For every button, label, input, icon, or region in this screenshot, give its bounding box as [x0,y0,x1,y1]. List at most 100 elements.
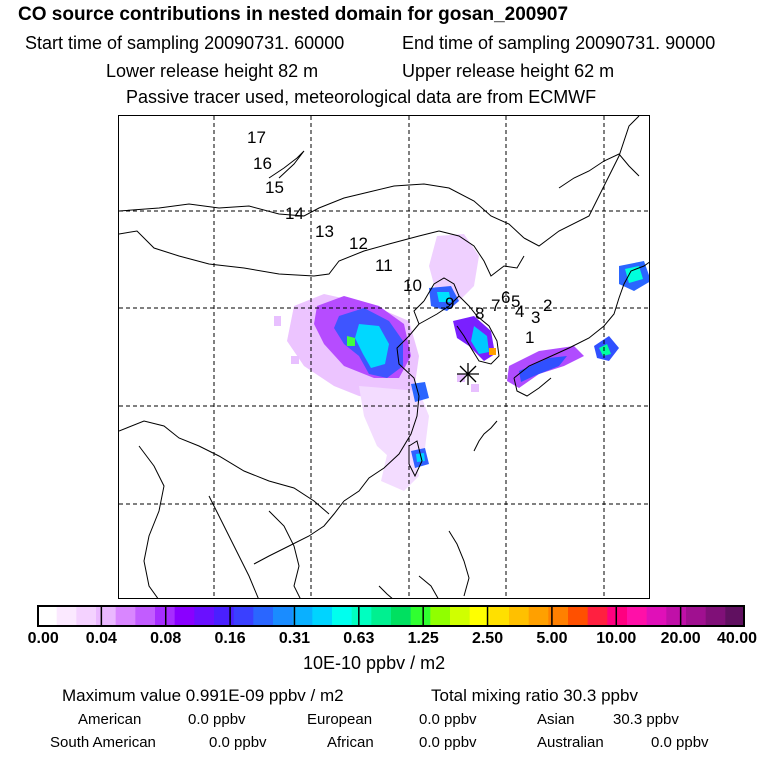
colorbar-swatch [56,605,77,627]
colorbar-swatch [214,605,235,627]
colorbar-swatch [115,605,136,627]
tracer-note: Passive tracer used, meteorological data… [126,87,597,107]
colorbar-tick-label: 0.00 [27,630,59,647]
trajectory-label-12: 12 [349,234,368,253]
plot-title: CO source contributions in nested domain… [18,4,569,25]
plume-bohai-core [437,292,451,302]
colorbar-swatch [391,605,412,627]
trajectory-label-4: 4 [515,302,525,321]
region-name: South American [50,734,156,751]
colorbar-swatch [646,605,667,627]
upper-height-label: Upper release height 62 m [402,61,615,81]
plume-hokkaido-core [625,266,643,283]
region-name: Australian [537,734,604,751]
region-value: 0.0 ppbv [209,734,267,751]
lat-lon-grid [119,116,649,598]
start-time-label: Start time of sampling 20090731. 60000 [25,33,345,53]
region-value: 0.0 ppbv [651,734,709,751]
plume-outer-light-2 [359,386,429,466]
trajectory-label-1: 1 [525,328,535,347]
colorbar-swatch [509,605,530,627]
region-name: Asian [537,711,575,728]
colorbar-swatch [135,605,156,627]
release-site-star-icon [457,363,479,385]
plume-korea-core [471,326,489,354]
colorbar-swatch [705,605,726,627]
colorbar-swatch [410,605,431,627]
trajectory-label-8: 8 [475,304,485,323]
colorbar-swatch [76,605,97,627]
colorbar-tick-label: 0.63 [343,630,375,647]
trajectory-label-2: 2 [543,296,553,315]
region-name: American [78,711,142,728]
colorbar-svg [37,605,745,627]
colorbar-tick-label: 40.00 [716,630,758,647]
colorbar-swatch [450,605,471,627]
region-value: 0.0 ppbv [188,711,246,728]
colorbar-swatch [489,605,510,627]
colorbar-swatch [351,605,372,627]
colorbar-swatch [332,605,353,627]
region-name: African [327,734,374,751]
colorbar-swatch [194,605,215,627]
colorbar-tick-label: 0.16 [214,630,246,647]
trajectory-label-15: 15 [265,178,284,197]
concentration-field [274,234,649,491]
plume-core-cyan [355,324,389,368]
plume-japan-core [519,356,567,382]
colorbar-swatch [568,605,589,627]
region-value: 0.0 ppbv [419,711,477,728]
colorbar-tick-label: 20.00 [660,630,701,647]
trajectory-label-5: 5 [511,292,521,311]
colorbar-swatch [548,605,569,627]
trajectory-label-10: 10 [403,276,422,295]
trajectory-label-6: 6 [501,288,511,307]
colorbar-tick-label: 5.00 [536,630,568,647]
colorbar-swatch [725,605,745,627]
colorbar-swatch [686,605,707,627]
trajectory-label-3: 3 [531,308,541,327]
colorbar-swatch [96,605,117,627]
colorbar-tick-label: 0.08 [150,630,182,647]
region-value: 30.3 ppbv [613,711,679,728]
colorbar-tick-label: 0.31 [278,630,311,647]
colorbar-border [37,605,745,627]
colorbar-swatch [312,605,333,627]
colorbar-swatch [371,605,392,627]
colorbar-swatch [253,605,274,627]
colorbar-swatch [666,605,687,627]
trajectory-label-14: 14 [285,204,304,223]
total-mixing-label: Total mixing ratio 30.3 ppbv [431,686,638,705]
colorbar-swatch [627,605,648,627]
lower-height-label: Lower release height 82 m [106,61,319,81]
coastlines [119,116,649,598]
plume-core-green [347,336,355,346]
colorbar-swatch [430,605,451,627]
trajectory-label-13: 13 [315,222,334,241]
colorbar-swatch [37,605,58,627]
colorbar-tick-label: 1.25 [407,630,439,647]
plume-yellow-spot [489,348,496,355]
colorbar-tick-label: 0.04 [85,630,117,647]
colorbar [37,605,745,627]
colorbar-tick-label: 2.50 [471,630,504,647]
colorbar-swatch [587,605,608,627]
trajectory-label-16: 16 [253,154,272,173]
region-value: 0.0 ppbv [419,734,477,751]
trajectory-label-9: 9 [445,294,455,313]
map-panel: 17 16 15 14 13 12 11 10 9 8 7 6 5 4 3 2 1 [118,115,650,599]
colorbar-swatch [292,605,313,627]
end-time-label: End time of sampling 20090731. 90000 [402,33,716,53]
trajectory-label-17: 17 [247,128,266,147]
max-value-label: Maximum value 0.991E-09 ppbv / m2 [62,686,344,705]
colorbar-swatch [607,605,628,627]
colorbar-swatch [233,605,254,627]
trajectory-label-7: 7 [491,296,501,315]
trajectory-label-11: 11 [375,256,393,275]
plume-taiwan-coast-core [416,453,425,462]
plume-japan-east-core [599,344,611,356]
colorbar-swatch [528,605,549,627]
colorbar-swatch [469,605,490,627]
colorbar-swatch [174,605,195,627]
colorbar-unit: 10E-10 ppbv / m2 [303,653,446,673]
